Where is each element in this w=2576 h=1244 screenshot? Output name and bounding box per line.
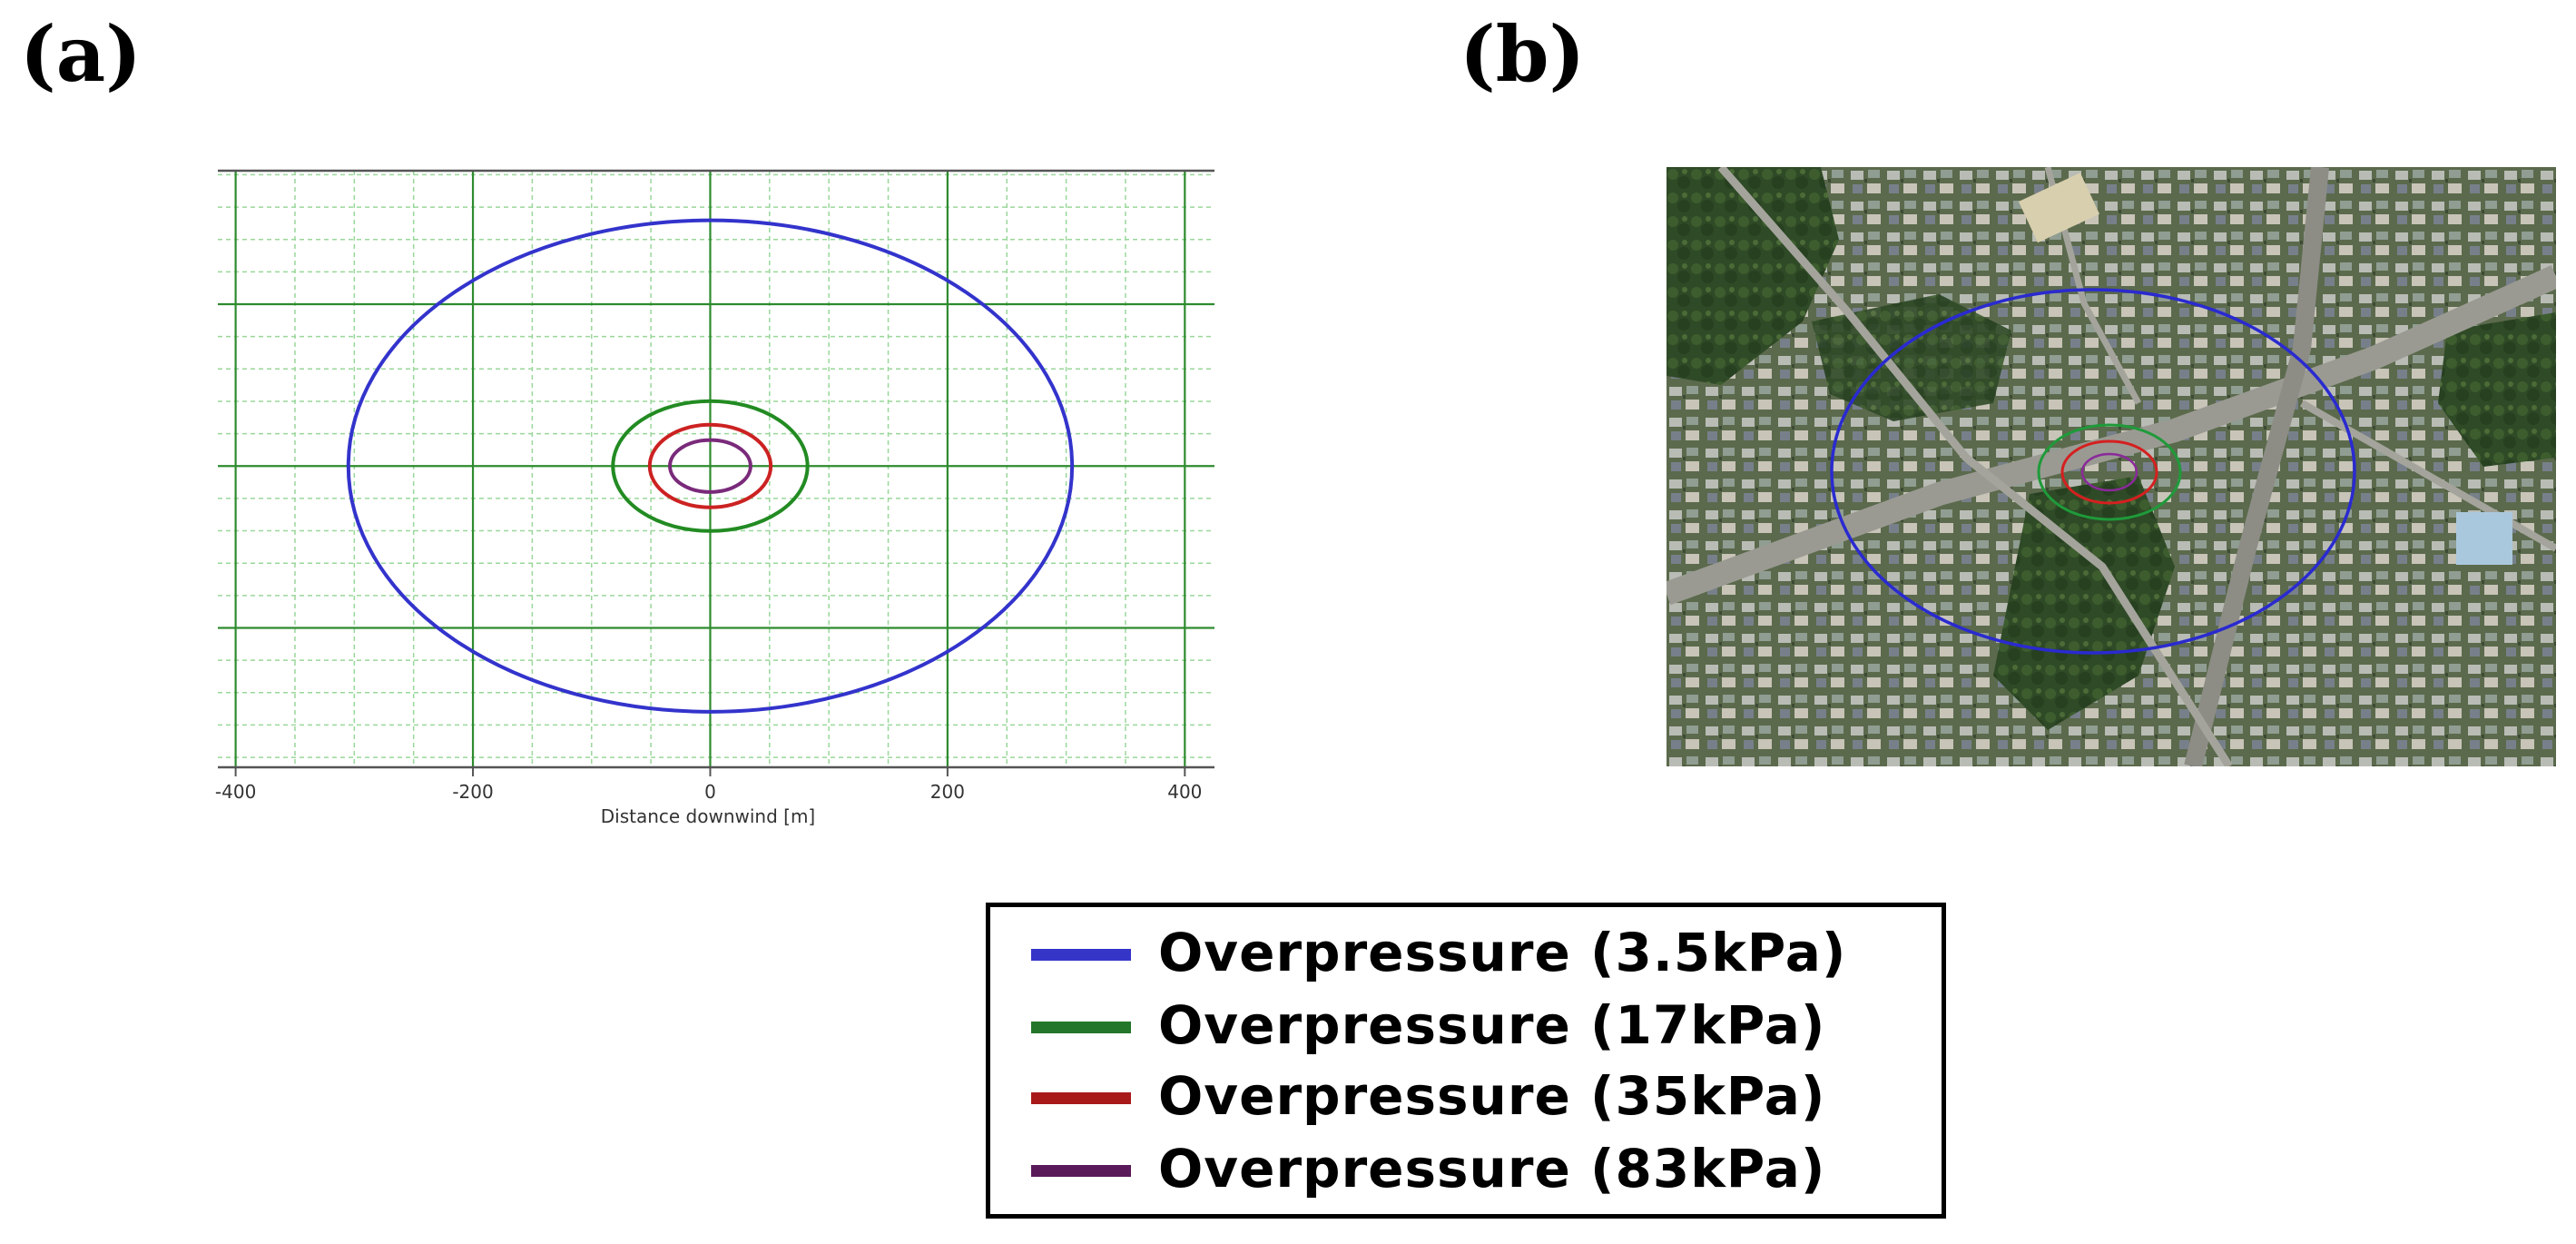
legend-item: Overpressure (3.5kPa): [990, 920, 1942, 983]
forest-area-east: [2438, 312, 2556, 467]
map-contour-overpressure-3-5kpa-: [1830, 288, 2356, 655]
x-tick-label: -400: [215, 781, 256, 803]
aerial-map-panel-b: [1667, 167, 2556, 766]
contour-overpressure-3-5kpa-: [346, 218, 1075, 714]
x-tick-label: 400: [1167, 781, 1202, 803]
contour-overpressure-35kpa-: [647, 422, 773, 509]
legend: Overpressure (3.5kPa) Overpressure (17kP…: [986, 903, 1946, 1219]
map-contour-overpressure-35kpa-: [2060, 439, 2158, 505]
legend-label: Overpressure (83kPa): [1158, 1138, 1826, 1200]
panel-label-b: (b): [1460, 9, 1586, 99]
contour-overpressure-17kpa-: [611, 399, 810, 533]
legend-label: Overpressure (17kPa): [1158, 994, 1826, 1056]
legend-swatch-3-5kpa: [1031, 949, 1131, 961]
contour-chart-panel-a: -400 -200 0 200 400 Distance downwind [m]: [215, 169, 1214, 827]
x-tick-label: -200: [452, 781, 493, 803]
contour-overpressure-83kpa-: [668, 438, 752, 494]
highway-cross: [2184, 167, 2329, 766]
legend-swatch-17kpa: [1031, 1022, 1131, 1033]
forest-area-south: [1993, 476, 2175, 730]
legend-swatch-35kpa: [1031, 1092, 1131, 1104]
map-contour-overpressure-17kpa-: [2037, 423, 2182, 521]
x-axis-label: Distance downwind [m]: [601, 805, 816, 827]
legend-item: Overpressure (35kPa): [990, 1063, 1942, 1127]
sports-field: [2018, 173, 2100, 243]
legend-label: Overpressure (3.5kPa): [1158, 922, 1847, 983]
x-tick-label: 0: [704, 781, 716, 803]
legend-item: Overpressure (17kPa): [990, 992, 1942, 1056]
large-building-east: [2456, 512, 2512, 565]
forest-area-north: [1667, 167, 1839, 385]
legend-swatch-83kpa: [1031, 1165, 1131, 1177]
x-tick-label: 200: [930, 781, 965, 803]
legend-item: Overpressure (83kPa): [990, 1136, 1942, 1200]
road-east: [2300, 400, 2556, 552]
map-contour-overpressure-83kpa-: [2080, 452, 2138, 492]
legend-label: Overpressure (35kPa): [1158, 1065, 1826, 1127]
panel-label-a: (a): [20, 9, 142, 99]
road-diagonal: [1717, 167, 2233, 766]
highway-main: [1667, 265, 2556, 606]
